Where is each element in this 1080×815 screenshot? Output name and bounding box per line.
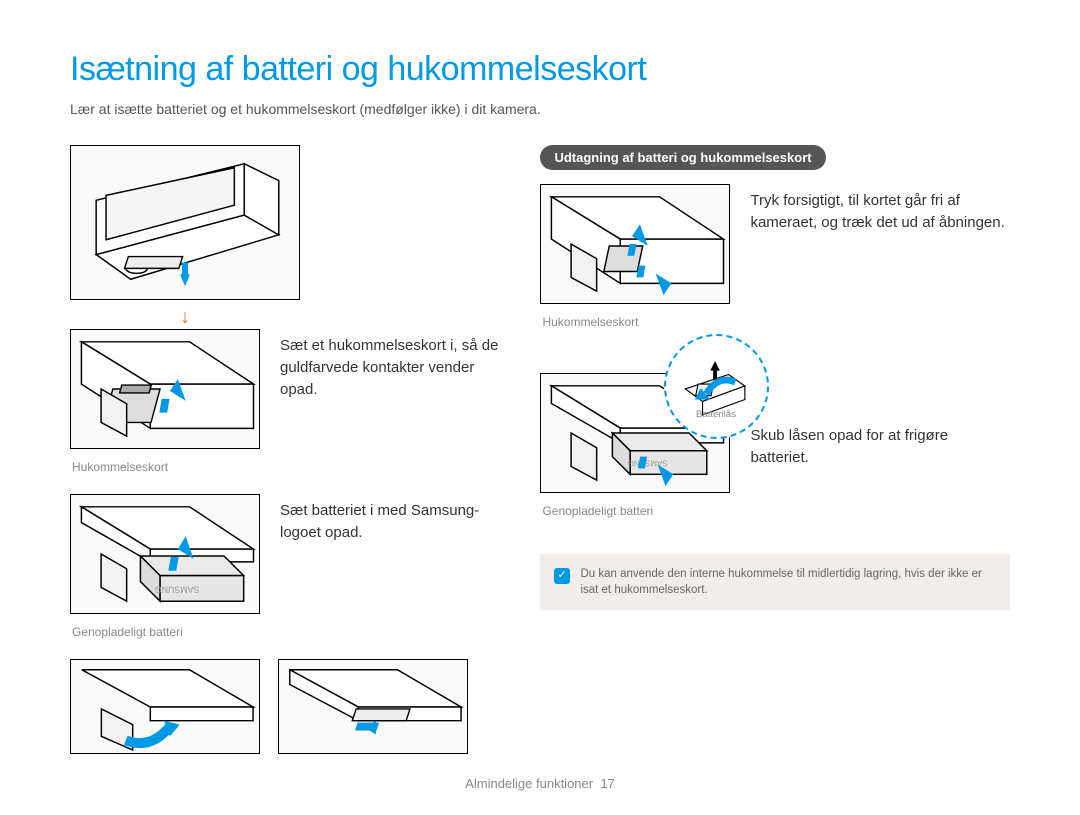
- label-memory-card: Hukommelseskort: [72, 460, 260, 474]
- diagram-insert-battery: SAMSUNG: [70, 494, 260, 614]
- page-title: Isætning af batteri og hukommelseskort: [70, 50, 1010, 89]
- step-remove-battery: SAMSUNG: [540, 373, 1010, 532]
- step-remove-card: Hukommelseskort Tryk forsigtigt, til kor…: [540, 184, 1010, 343]
- label-battery: Genopladeligt batteri: [72, 625, 260, 639]
- footer-page: 17: [600, 776, 614, 791]
- diagram-remove-card: [540, 184, 730, 304]
- page-subtitle: Lær at isætte batteriet og et hukommelse…: [70, 101, 1010, 117]
- step-insert-battery: SAMSUNG Genopladeligt batteri Sæt batter…: [70, 494, 500, 653]
- page-footer: Almindelige funktioner 17: [0, 776, 1080, 791]
- note-box: Du kan anvende den interne hukommelse ti…: [540, 554, 1010, 610]
- right-column: Udtagning af batteri og hukommelseskort: [540, 145, 1010, 754]
- desc-remove-card: Tryk forsigtigt, til kortet går fri af k…: [750, 184, 1010, 234]
- diagram-camera-closed: [70, 145, 300, 300]
- label-battery-lock: Batterilås: [696, 409, 736, 420]
- svg-text:SAMSUNG: SAMSUNG: [628, 459, 668, 468]
- footer-section: Almindelige funktioner: [465, 776, 593, 791]
- left-column: ↓: [70, 145, 500, 754]
- diagram-insert-card: [70, 329, 260, 449]
- label-memory-card-r: Hukommelseskort: [542, 315, 730, 329]
- desc-insert-battery: Sæt batteriet i med Samsung-logoet opad.: [280, 494, 500, 544]
- diagram-lock-door: [278, 659, 468, 754]
- step-insert-card: Hukommelseskort Sæt et hukommelseskort i…: [70, 329, 500, 488]
- bottom-diagrams: [70, 659, 500, 754]
- label-battery-r: Genopladeligt batteri: [542, 504, 730, 518]
- content-area: ↓: [70, 145, 1010, 754]
- diagram-close-door: [70, 659, 260, 754]
- desc-insert-card: Sæt et hukommelseskort i, så de guldfarv…: [280, 329, 500, 400]
- note-text: Du kan anvende den interne hukommelse ti…: [580, 566, 996, 598]
- section-removal-title: Udtagning af batteri og hukommelseskort: [540, 145, 825, 170]
- diagram-remove-battery: SAMSUNG: [540, 373, 730, 493]
- info-icon: [554, 568, 570, 584]
- desc-remove-battery: Skub låsen opad for at frigøre batteriet…: [750, 373, 1010, 469]
- svg-text:SAMSUNG: SAMSUNG: [155, 584, 200, 594]
- detail-battery-lock: Batterilås: [664, 334, 769, 439]
- arrow-down-icon: ↓: [180, 307, 500, 327]
